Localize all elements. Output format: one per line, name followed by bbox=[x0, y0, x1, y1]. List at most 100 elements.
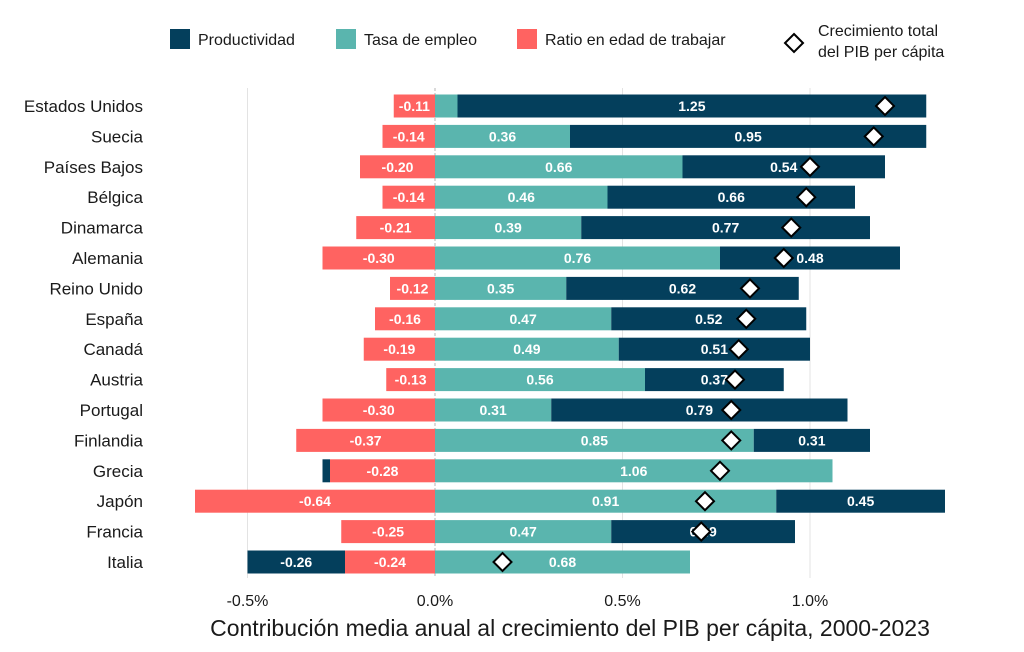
data-label-productividad: 0.37 bbox=[701, 372, 728, 388]
legend-swatch bbox=[170, 29, 190, 49]
total-diamond-marker bbox=[739, 277, 761, 299]
total-diamond-marker bbox=[724, 369, 746, 391]
bar-segment-ratio bbox=[390, 276, 435, 300]
total-diamond-marker bbox=[694, 490, 716, 512]
x-tick-label: 0.0% bbox=[417, 593, 453, 610]
legend-label: Tasa de empleo bbox=[364, 32, 477, 49]
data-label-empleo: 0.31 bbox=[480, 402, 507, 418]
country-label: Finlandia bbox=[74, 431, 144, 450]
country-label: Canadá bbox=[83, 340, 143, 359]
country-label: Japón bbox=[97, 492, 143, 511]
total-markers bbox=[492, 95, 896, 573]
bar-segment-empleo bbox=[435, 94, 458, 118]
bar-segment-ratio bbox=[363, 337, 435, 361]
bar-segment-productividad bbox=[720, 246, 900, 270]
data-label-ratio: -0.16 bbox=[389, 311, 421, 327]
bar-labels: -0.11 1.25 -0.14 0.36 0.95 -0.20 0.66 0.54 -0.14… bbox=[280, 98, 874, 570]
data-label-productividad: 0.77 bbox=[712, 220, 739, 236]
bar-segment-productividad bbox=[776, 489, 945, 513]
total-diamond-marker bbox=[874, 95, 896, 117]
data-label-ratio: -0.30 bbox=[363, 402, 395, 418]
bar-segment-ratio bbox=[386, 368, 435, 392]
legend-label: Ratio en edad de trabajar bbox=[545, 32, 726, 49]
total-diamond-marker bbox=[728, 338, 750, 360]
bar-segment-productividad bbox=[581, 216, 870, 240]
data-label-empleo: 0.46 bbox=[508, 189, 535, 205]
country-label: Portugal bbox=[80, 401, 143, 420]
data-label-productividad: 0.54 bbox=[770, 159, 797, 175]
bar-segment-productividad bbox=[645, 368, 784, 392]
data-label-ratio: -0.11 bbox=[399, 98, 430, 114]
country-label: España bbox=[85, 310, 143, 329]
data-label-empleo: 0.91 bbox=[592, 493, 619, 509]
x-axis-ticks: -0.5% 0.0% 0.5% 1.0% bbox=[227, 593, 829, 610]
data-label-productividad: 0.62 bbox=[669, 280, 696, 296]
bar-segment-empleo bbox=[435, 185, 608, 209]
bar-segment-productividad bbox=[570, 124, 927, 148]
country-label: Grecia bbox=[93, 462, 144, 481]
bar-segment-productividad bbox=[618, 337, 810, 361]
bar-segment-productividad bbox=[607, 185, 855, 209]
data-label-empleo: 0.49 bbox=[513, 341, 540, 357]
bar-segment-empleo bbox=[435, 489, 777, 513]
data-label-productividad: 0.66 bbox=[718, 189, 745, 205]
bar-segment-ratio bbox=[345, 550, 435, 574]
country-label: Italia bbox=[107, 553, 143, 572]
data-label-ratio: -0.25 bbox=[372, 524, 404, 540]
bar-segment-productividad bbox=[551, 398, 848, 422]
legend-label: del PIB per cápita bbox=[818, 44, 944, 61]
total-diamond-marker bbox=[709, 460, 731, 482]
country-label: Suecia bbox=[91, 127, 144, 146]
bar-segment-productividad bbox=[457, 94, 927, 118]
data-label-ratio: -0.19 bbox=[383, 341, 415, 357]
legend-swatch bbox=[336, 29, 356, 49]
bar-segment-empleo bbox=[435, 276, 567, 300]
total-diamond-marker bbox=[799, 156, 821, 178]
bar-segment-empleo bbox=[435, 124, 570, 148]
bar-segment-ratio bbox=[341, 520, 435, 544]
bar-segment-ratio bbox=[322, 398, 435, 422]
data-label-productividad: 1.25 bbox=[678, 98, 705, 114]
total-diamond-marker bbox=[720, 429, 742, 451]
data-label-empleo: 0.66 bbox=[545, 159, 572, 175]
total-diamond-marker bbox=[735, 308, 757, 330]
bar-segment-ratio bbox=[382, 185, 435, 209]
x-tick-label: 1.0% bbox=[792, 593, 828, 610]
bar-segment-empleo bbox=[435, 459, 833, 483]
x-axis-title: Contribución media anual al crecimiento … bbox=[210, 615, 930, 641]
total-diamond-marker bbox=[720, 399, 742, 421]
bar-segment-productividad bbox=[566, 276, 799, 300]
bar-segment-empleo bbox=[435, 428, 754, 452]
total-diamond-marker bbox=[492, 551, 513, 573]
country-label: Austria bbox=[90, 371, 143, 390]
total-diamond-marker bbox=[773, 247, 795, 269]
data-label-productividad: 0.48 bbox=[796, 250, 823, 266]
legend: Productividad Tasa de empleo Ratio en edad… bbox=[170, 23, 944, 61]
data-label-empleo: 0.35 bbox=[487, 280, 514, 296]
data-label-empleo: 1.06 bbox=[620, 463, 647, 479]
data-label-ratio: -0.13 bbox=[395, 372, 427, 388]
legend-diamond-icon bbox=[783, 32, 805, 54]
country-label: Estados Unidos bbox=[24, 97, 143, 116]
total-diamond-marker bbox=[863, 125, 885, 147]
bar-segment-ratio bbox=[330, 459, 435, 483]
bar-segment-empleo bbox=[435, 216, 582, 240]
data-label-empleo: 0.39 bbox=[495, 220, 522, 236]
bar-segment-productividad bbox=[322, 459, 330, 483]
bar-segment-ratio bbox=[322, 246, 435, 270]
x-tick-label: -0.5% bbox=[227, 593, 269, 610]
total-diamond-marker bbox=[795, 186, 817, 208]
data-label-productividad: 0.79 bbox=[686, 402, 713, 418]
data-label-ratio: -0.30 bbox=[363, 250, 395, 266]
bar-segment-ratio bbox=[356, 216, 435, 240]
data-label-ratio: -0.14 bbox=[393, 128, 425, 144]
data-label-productividad: 0.51 bbox=[701, 341, 728, 357]
country-label: Países Bajos bbox=[44, 158, 143, 177]
data-label-empleo: 0.56 bbox=[526, 372, 553, 388]
data-label-ratio: -0.21 bbox=[380, 220, 412, 236]
data-label-ratio: -0.20 bbox=[382, 159, 414, 175]
data-label-ratio: -0.64 bbox=[299, 493, 331, 509]
bar-segment-productividad bbox=[611, 307, 807, 331]
data-label-ratio: -0.12 bbox=[397, 280, 429, 296]
